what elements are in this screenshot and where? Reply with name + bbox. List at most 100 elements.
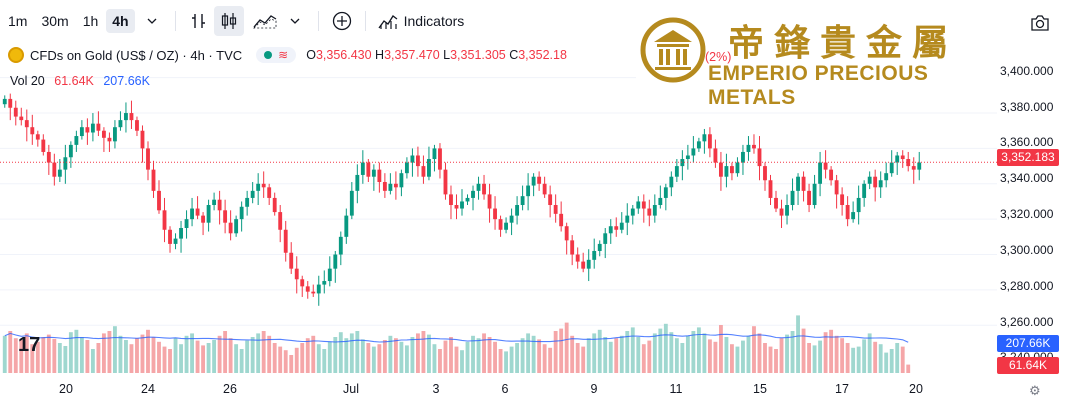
- volume-bar: [223, 331, 228, 373]
- symbol-legend: CFDs on Gold (US$ / OZ) · 4h · TVC ≋ O3,…: [8, 47, 567, 63]
- volume-bar: [476, 338, 481, 373]
- candle: [245, 190, 250, 216]
- volume-bar: [135, 338, 139, 373]
- volume-bar: [261, 331, 266, 373]
- candle: [68, 141, 73, 168]
- candle: [388, 173, 393, 195]
- candle: [735, 157, 740, 177]
- candle: [625, 203, 630, 236]
- candle: [889, 150, 894, 177]
- candle: [823, 150, 828, 179]
- candle: [487, 183, 492, 223]
- candle: [564, 222, 569, 255]
- symbol-title[interactable]: CFDs on Gold (US$ / OZ) · 4h · TVC: [30, 47, 243, 63]
- indicators-button[interactable]: Indicators: [378, 12, 464, 30]
- market-status-pill[interactable]: ≋: [256, 47, 297, 63]
- candlestick-chart-type-icon[interactable]: [213, 6, 244, 36]
- candle: [647, 199, 652, 227]
- volume-bar: [438, 349, 442, 373]
- volume-bar: [179, 344, 183, 373]
- candle: [498, 215, 503, 237]
- volume-bar: [774, 349, 778, 373]
- volume-bar: [217, 335, 222, 373]
- volume-bar: [245, 340, 250, 373]
- volume-bar: [895, 343, 900, 373]
- timeframe-1h[interactable]: 1h: [82, 13, 99, 29]
- divider: [317, 11, 319, 31]
- candle: [8, 93, 13, 121]
- volume-bar: [316, 344, 321, 373]
- timeframe-group: 1m 30m 1h 4h: [2, 6, 167, 36]
- volume-bar: [845, 343, 850, 373]
- market-open-dot-icon: [264, 51, 273, 59]
- volume-bar: [724, 337, 729, 373]
- candle: [741, 144, 745, 175]
- volume-bar: [416, 333, 420, 373]
- candle: [867, 171, 872, 190]
- volume-bar: [702, 333, 707, 373]
- tradingview-logo-icon[interactable]: 17: [18, 334, 41, 356]
- time-axis-label: 3: [432, 382, 440, 396]
- candle: [597, 240, 602, 257]
- volume-bar: [575, 343, 580, 373]
- candle: [713, 139, 718, 168]
- change-percent: (2%): [705, 50, 732, 64]
- volume-bar: [239, 349, 244, 373]
- timeframe-30m[interactable]: 30m: [41, 13, 69, 29]
- volume-bar: [300, 343, 305, 373]
- candle: [685, 144, 690, 170]
- volume-bar: [619, 335, 624, 373]
- candle: [311, 284, 316, 297]
- candle: [30, 114, 35, 145]
- volume-bar: [487, 337, 492, 373]
- candle: [603, 227, 608, 259]
- price-axis-label: 3,280.000: [1000, 279, 1054, 293]
- volume-label[interactable]: Vol 20: [10, 74, 45, 88]
- volume-bar: [201, 345, 206, 373]
- timeframe-dropdown-icon[interactable]: [137, 6, 167, 36]
- volume-bar: [669, 332, 674, 373]
- volume-bar: [355, 331, 360, 373]
- time-axis-label: 6: [501, 382, 509, 396]
- camera-icon[interactable]: [1025, 8, 1055, 38]
- candle: [774, 190, 778, 213]
- volume-value: 61.64K: [54, 74, 94, 88]
- volume-bar: [630, 327, 635, 373]
- volume-bar: [741, 340, 745, 373]
- volume-bar: [333, 337, 338, 373]
- volume-bar: [454, 346, 459, 373]
- brand-chinese-name: 帝鋒貴金屬: [728, 22, 959, 64]
- volume-bar: [388, 335, 393, 373]
- chart-type-dropdown-icon[interactable]: [280, 6, 310, 36]
- area-chart-type-icon[interactable]: [250, 6, 280, 36]
- timeframe-4h[interactable]: 4h: [106, 9, 135, 33]
- volume-bar: [586, 338, 591, 373]
- timeframe-1m[interactable]: 1m: [8, 13, 28, 29]
- divider: [174, 11, 176, 31]
- volume-bar: [564, 322, 569, 373]
- candle: [812, 174, 817, 209]
- settings-gear-icon[interactable]: ⚙: [1029, 383, 1041, 398]
- candle: [829, 166, 834, 186]
- volume-bar: [305, 338, 310, 373]
- volume-bar: [851, 347, 856, 373]
- volume-bar: [597, 329, 602, 373]
- add-compare-icon[interactable]: [327, 6, 357, 36]
- candle: [333, 250, 338, 283]
- candle: [322, 270, 327, 294]
- candle: [553, 194, 558, 223]
- top-toolbar: 1m 30m 1h 4h Indicators: [0, 0, 1065, 42]
- candle: [884, 162, 889, 188]
- volume-bar: [13, 338, 18, 373]
- volume-bar: [614, 338, 619, 373]
- candle: [663, 183, 668, 211]
- volume-bar: [68, 332, 73, 373]
- candle: [217, 190, 222, 225]
- bar-chart-type-icon[interactable]: [184, 6, 214, 36]
- volume-bar: [840, 338, 845, 373]
- candle: [404, 157, 409, 179]
- volume-bar: [427, 334, 431, 373]
- volume-bar: [559, 328, 564, 373]
- candle: [443, 162, 448, 200]
